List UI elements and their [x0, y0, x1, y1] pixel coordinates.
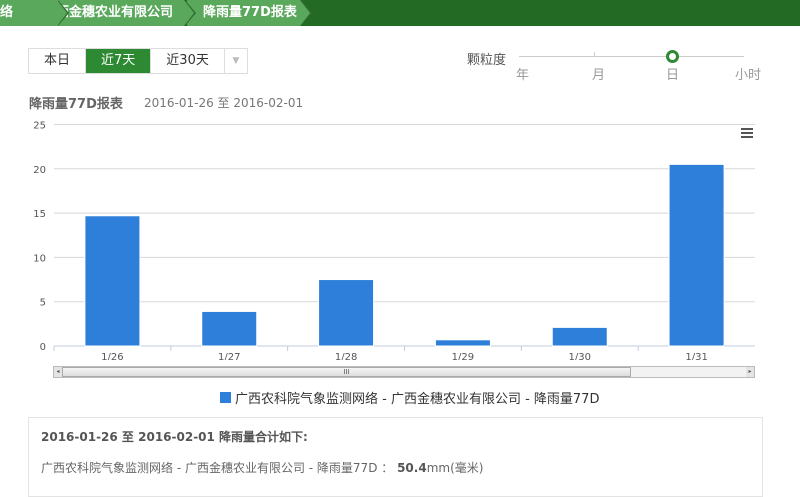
- granularity-slider[interactable]: [519, 56, 744, 57]
- summary-value: 50.4: [397, 461, 427, 475]
- x-tick-label: 1/26: [101, 352, 123, 360]
- scroll-left-arrow-icon[interactable]: ◂: [54, 367, 62, 377]
- x-tick-label: 1/30: [569, 352, 591, 360]
- scrollbar-thumb[interactable]: III: [62, 367, 631, 377]
- y-tick-label: 0: [40, 342, 46, 353]
- last-30-days-button[interactable]: 近30天: [151, 49, 225, 73]
- x-tick-label: 1/31: [685, 352, 707, 360]
- report-date-range: 2016-01-26 至 2016-02-01: [144, 96, 304, 110]
- granularity-day[interactable]: 日: [666, 68, 680, 83]
- summary-panel: 2016-01-26 至 2016-02-01 降雨量合计如下: 广西农科院气象…: [28, 417, 763, 497]
- bar: [201, 310, 258, 347]
- breadcrumb-item[interactable]: 络: [0, 0, 69, 26]
- x-tick-label: 1/27: [218, 352, 240, 360]
- bar: [551, 326, 608, 347]
- summary-heading: 2016-01-26 至 2016-02-01 降雨量合计如下:: [41, 430, 308, 444]
- granularity-month[interactable]: 月: [592, 68, 606, 83]
- granularity-year[interactable]: 年: [516, 68, 530, 83]
- slider-tick: [594, 52, 595, 57]
- y-tick-label: 25: [33, 121, 46, 132]
- x-tick-label: 1/29: [452, 352, 474, 360]
- summary-line: 广西农科院气象监测网络 - 广西金穗农业有限公司 - 降雨量77D ： 50.4…: [41, 459, 750, 476]
- legend-swatch: [220, 392, 231, 403]
- y-tick-label: 15: [33, 209, 46, 220]
- scroll-right-arrow-icon[interactable]: ▸: [746, 367, 754, 377]
- bar: [668, 163, 725, 347]
- summary-unit: mm(毫米): [426, 461, 484, 475]
- report-title: 降雨量77D报表: [29, 97, 123, 112]
- range-button-group: 本日 近7天 近30天 ▼: [28, 48, 248, 74]
- y-tick-label: 5: [40, 298, 46, 309]
- breadcrumb-item-current: 降雨量77D报表: [187, 0, 312, 26]
- legend-item[interactable]: 广西农科院气象监测网络 - 广西金穗农业有限公司 - 降雨量77D: [220, 388, 599, 407]
- today-button[interactable]: 本日: [29, 49, 87, 73]
- granularity-label: 颗粒度: [467, 53, 507, 68]
- breadcrumb: 络 广西金穗农业有限公司 降雨量77D报表: [0, 0, 800, 26]
- bar: [434, 339, 491, 347]
- last-7-days-button[interactable]: 近7天: [86, 49, 152, 73]
- y-tick-label: 20: [33, 165, 46, 176]
- chevron-down-icon[interactable]: ▼: [224, 49, 247, 73]
- summary-label: 广西农科院气象监测网络 - 广西金穗农业有限公司 - 降雨量77D ：: [41, 461, 394, 475]
- bar: [318, 279, 375, 347]
- x-tick-label: 1/28: [335, 352, 357, 360]
- bar: [84, 215, 141, 347]
- y-tick-label: 10: [33, 253, 46, 264]
- legend-label: 广西农科院气象监测网络 - 广西金穗农业有限公司 - 降雨量77D: [235, 392, 600, 407]
- hamburger-menu-icon[interactable]: [741, 128, 753, 140]
- chart-scrollbar[interactable]: ◂ III ▸: [53, 366, 755, 378]
- granularity-hour[interactable]: 小时: [735, 68, 762, 83]
- bar-chart: 0 5 10 15 20 25 1/26 1/27 1/28 1/29 1/30 1/31: [33, 121, 755, 360]
- slider-handle[interactable]: [666, 50, 679, 63]
